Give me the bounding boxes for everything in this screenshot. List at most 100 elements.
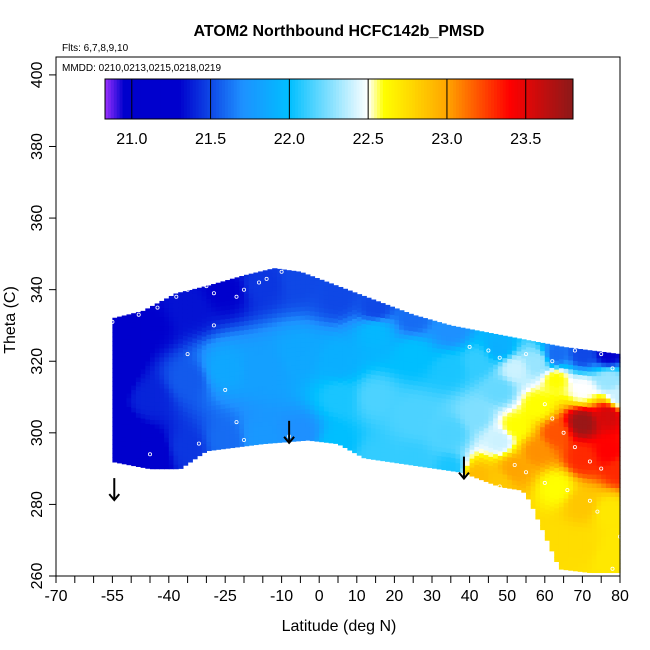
heatmap-cell (464, 384, 471, 390)
heatmap-cell (201, 291, 207, 297)
heatmap-cell (549, 514, 555, 521)
heatmap-cell (314, 311, 320, 317)
heatmap-cell (168, 441, 175, 447)
heatmap-cell (460, 365, 466, 371)
heatmap-cell (521, 380, 527, 386)
heatmap-cell (422, 345, 428, 352)
colorbar-segment (347, 79, 352, 119)
heatmap-cell (558, 555, 565, 561)
heatmap-cell (493, 413, 499, 419)
colorbar-segment (131, 79, 135, 119)
heatmap-cell (305, 274, 311, 280)
colorbar-segment (470, 79, 475, 119)
heatmap-cell (258, 336, 264, 342)
heatmap-cell (182, 393, 189, 399)
heatmap-cell (469, 350, 475, 356)
heatmap-cell (291, 382, 297, 389)
heatmap-cell (135, 332, 142, 338)
heatmap-cell (309, 386, 316, 392)
heatmap-cell (530, 387, 536, 393)
heatmap-cell (211, 351, 217, 357)
heatmap-cell (375, 301, 381, 304)
heatmap-cell (591, 438, 598, 444)
heatmap-cell (427, 404, 433, 410)
heatmap-cell (587, 478, 593, 484)
heatmap-cell (549, 385, 555, 391)
heatmap-cell (403, 387, 410, 394)
heatmap-cell (568, 525, 574, 531)
heatmap-cell (253, 305, 259, 311)
heatmap-cell (248, 409, 254, 415)
heatmap-cell (516, 440, 522, 446)
heatmap-cell (253, 390, 259, 396)
heatmap-cell (521, 447, 527, 453)
heatmap-cell (262, 304, 269, 310)
heatmap-cell (577, 410, 583, 416)
heatmap-cell (432, 396, 438, 402)
heatmap-cell (305, 278, 311, 285)
heatmap-cell (441, 429, 447, 435)
heatmap-cell (441, 393, 447, 399)
heatmap-cell (474, 473, 480, 479)
heatmap-cell (568, 418, 574, 424)
heatmap-cell (135, 394, 142, 400)
heatmap-cell (511, 421, 518, 427)
heatmap-cell (131, 335, 137, 341)
heatmap-cell (356, 387, 363, 394)
heatmap-cell (356, 298, 363, 304)
heatmap-cell (455, 382, 461, 388)
heatmap-cell (394, 310, 400, 316)
heatmap-cell (206, 432, 212, 438)
heatmap-cell (206, 307, 212, 313)
heatmap-cell (544, 504, 551, 510)
heatmap-cell (535, 415, 541, 422)
heatmap-cell (385, 425, 391, 431)
heatmap-cell (413, 434, 419, 440)
heatmap-cell (479, 336, 485, 342)
heatmap-cell (422, 390, 428, 396)
heatmap-cell (244, 280, 250, 286)
heatmap-cell (535, 474, 541, 480)
heatmap-cell (587, 456, 593, 462)
heatmap-cell (535, 483, 541, 489)
heatmap-cell (558, 354, 565, 360)
heatmap-cell (295, 391, 301, 397)
heatmap-cell (605, 536, 612, 542)
heatmap-cell (563, 368, 569, 374)
heatmap-cell (615, 532, 621, 538)
heatmap-cell (526, 418, 532, 424)
heatmap-cell (229, 304, 236, 310)
heatmap-cell (601, 500, 607, 506)
heatmap-cell (596, 496, 602, 502)
heatmap-cell (234, 370, 240, 376)
heatmap-cell (206, 347, 212, 353)
heatmap-cell (441, 326, 447, 332)
heatmap-cell (582, 433, 588, 439)
heatmap-cell (168, 352, 175, 358)
heatmap-cell (300, 435, 306, 441)
heatmap-cell (145, 427, 151, 433)
heatmap-cell (248, 310, 254, 316)
heatmap-cell (582, 562, 588, 568)
heatmap-cell (554, 539, 560, 545)
heatmap-cell (140, 364, 146, 370)
heatmap-cell (328, 357, 334, 363)
heatmap-cell (521, 407, 527, 413)
heatmap-cell (615, 518, 621, 524)
sample-point (279, 269, 284, 274)
heatmap-cell (394, 404, 400, 410)
heatmap-cell (168, 419, 175, 425)
heatmap-cell (342, 375, 348, 381)
heatmap-cell (206, 298, 212, 304)
heatmap-cell (182, 384, 189, 390)
heatmap-cell (314, 369, 320, 375)
heatmap-cell (258, 354, 264, 360)
heatmap-cell (568, 547, 574, 553)
heatmap-cell (450, 341, 457, 347)
heatmap-cell (253, 422, 259, 428)
heatmap-cell (225, 354, 231, 360)
heatmap-cell (126, 330, 132, 336)
heatmap-cell (441, 438, 447, 444)
heatmap-cell (370, 299, 377, 304)
heatmap-cell (511, 354, 518, 360)
